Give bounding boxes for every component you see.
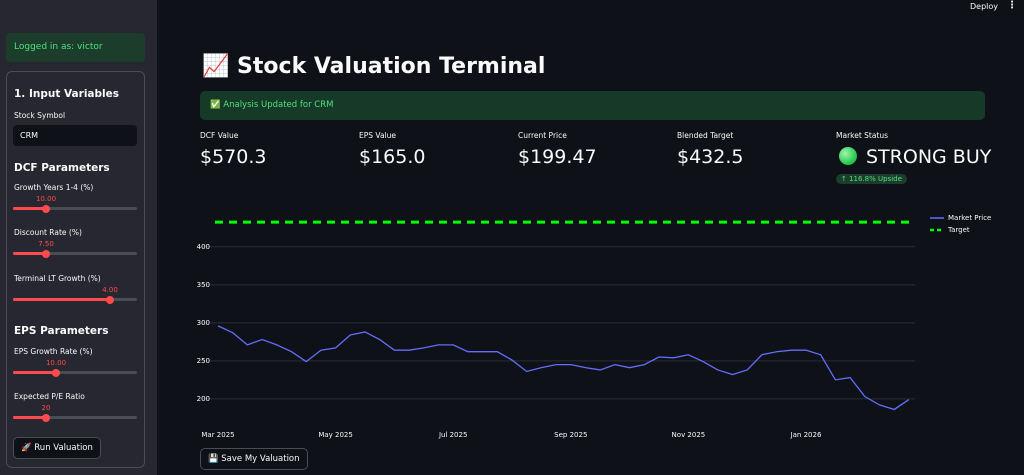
slider-value: 10.00 [45, 359, 67, 367]
metric-value: $199.47 [518, 146, 597, 168]
menu-button[interactable]: ⋮ [1007, 0, 1017, 11]
slider-fill [13, 416, 46, 419]
field-label: Stock Symbol [14, 111, 66, 120]
slider-knob[interactable] [42, 204, 50, 213]
metric-label: EPS Value [359, 131, 397, 140]
slider-fill [13, 252, 46, 255]
metric-label: DCF Value [200, 131, 239, 140]
slider-value: 10.00 [35, 195, 57, 203]
metric-label: Blended Target [677, 131, 734, 140]
slider-fill [13, 371, 56, 374]
slider-label: Terminal LT Growth (%) [14, 274, 101, 283]
status-banner: ✅ Analysis Updated for CRM [200, 91, 985, 120]
slider-label: Expected P/E Ratio [14, 392, 85, 401]
y-tick-label: 350 [197, 281, 210, 289]
slider-knob[interactable] [42, 249, 50, 258]
group-title: DCF Parameters [14, 162, 110, 174]
slider-fill [13, 207, 46, 210]
slider-value: 7.50 [38, 240, 54, 248]
run-button[interactable]: 🚀 Run Valuation [13, 437, 101, 459]
metric-value: $165.0 [359, 146, 426, 168]
slider-value: 4.00 [102, 286, 118, 294]
metric-value: STRONG BUY [866, 146, 992, 168]
x-tick-label: Mar 2025 [201, 431, 234, 439]
slider-track[interactable] [13, 249, 137, 258]
page-title: 📈 Stock Valuation Terminal [202, 54, 546, 79]
metric-value: $570.3 [200, 146, 267, 168]
sidebar: Logged in as: victor 1. Input Variables … [0, 0, 157, 475]
x-tick-label: Jan 2026 [790, 431, 822, 439]
y-tick-label: 200 [197, 395, 210, 403]
slider-track[interactable] [13, 204, 137, 213]
slider-knob[interactable] [52, 368, 60, 377]
slider-knob[interactable] [42, 413, 50, 422]
deploy-button[interactable]: Deploy [969, 2, 998, 11]
slider-label: Growth Years 1-4 (%) [14, 183, 94, 192]
slider-fill [13, 298, 110, 301]
slider-track[interactable] [13, 413, 137, 422]
section-title: 1. Input Variables [14, 88, 119, 100]
slider-track[interactable] [13, 368, 137, 377]
slider-value: 20 [41, 404, 51, 412]
y-tick-label: 250 [197, 357, 210, 365]
group-title: EPS Parameters [14, 325, 109, 337]
x-tick-label: Sep 2025 [554, 431, 587, 439]
y-tick-label: 300 [197, 319, 210, 327]
y-tick-label: 400 [197, 243, 210, 251]
x-tick-label: Jul 2025 [438, 431, 468, 439]
metric-delta: ↑ 116.8% Upside [836, 174, 907, 184]
metric-label: Current Price [518, 131, 567, 140]
input-panel [6, 71, 145, 468]
login-banner: Logged in as: victor [6, 33, 145, 62]
symbol-input[interactable]: CRM [13, 125, 137, 146]
slider-label: Discount Rate (%) [14, 228, 82, 237]
slider-knob[interactable] [106, 295, 114, 304]
metric-label: Market Status [836, 131, 889, 140]
status-icon [839, 147, 857, 165]
x-tick-label: May 2025 [318, 431, 353, 439]
x-tick-label: Nov 2025 [672, 431, 706, 439]
legend-label: Target [947, 226, 970, 234]
legend-label: Market Price [948, 214, 991, 222]
save-button[interactable]: 💾 Save My Valuation [200, 448, 308, 470]
metric-value: $432.5 [677, 146, 744, 168]
slider-label: EPS Growth Rate (%) [14, 347, 93, 356]
price-line [217, 325, 910, 411]
slider-track[interactable] [13, 295, 137, 304]
